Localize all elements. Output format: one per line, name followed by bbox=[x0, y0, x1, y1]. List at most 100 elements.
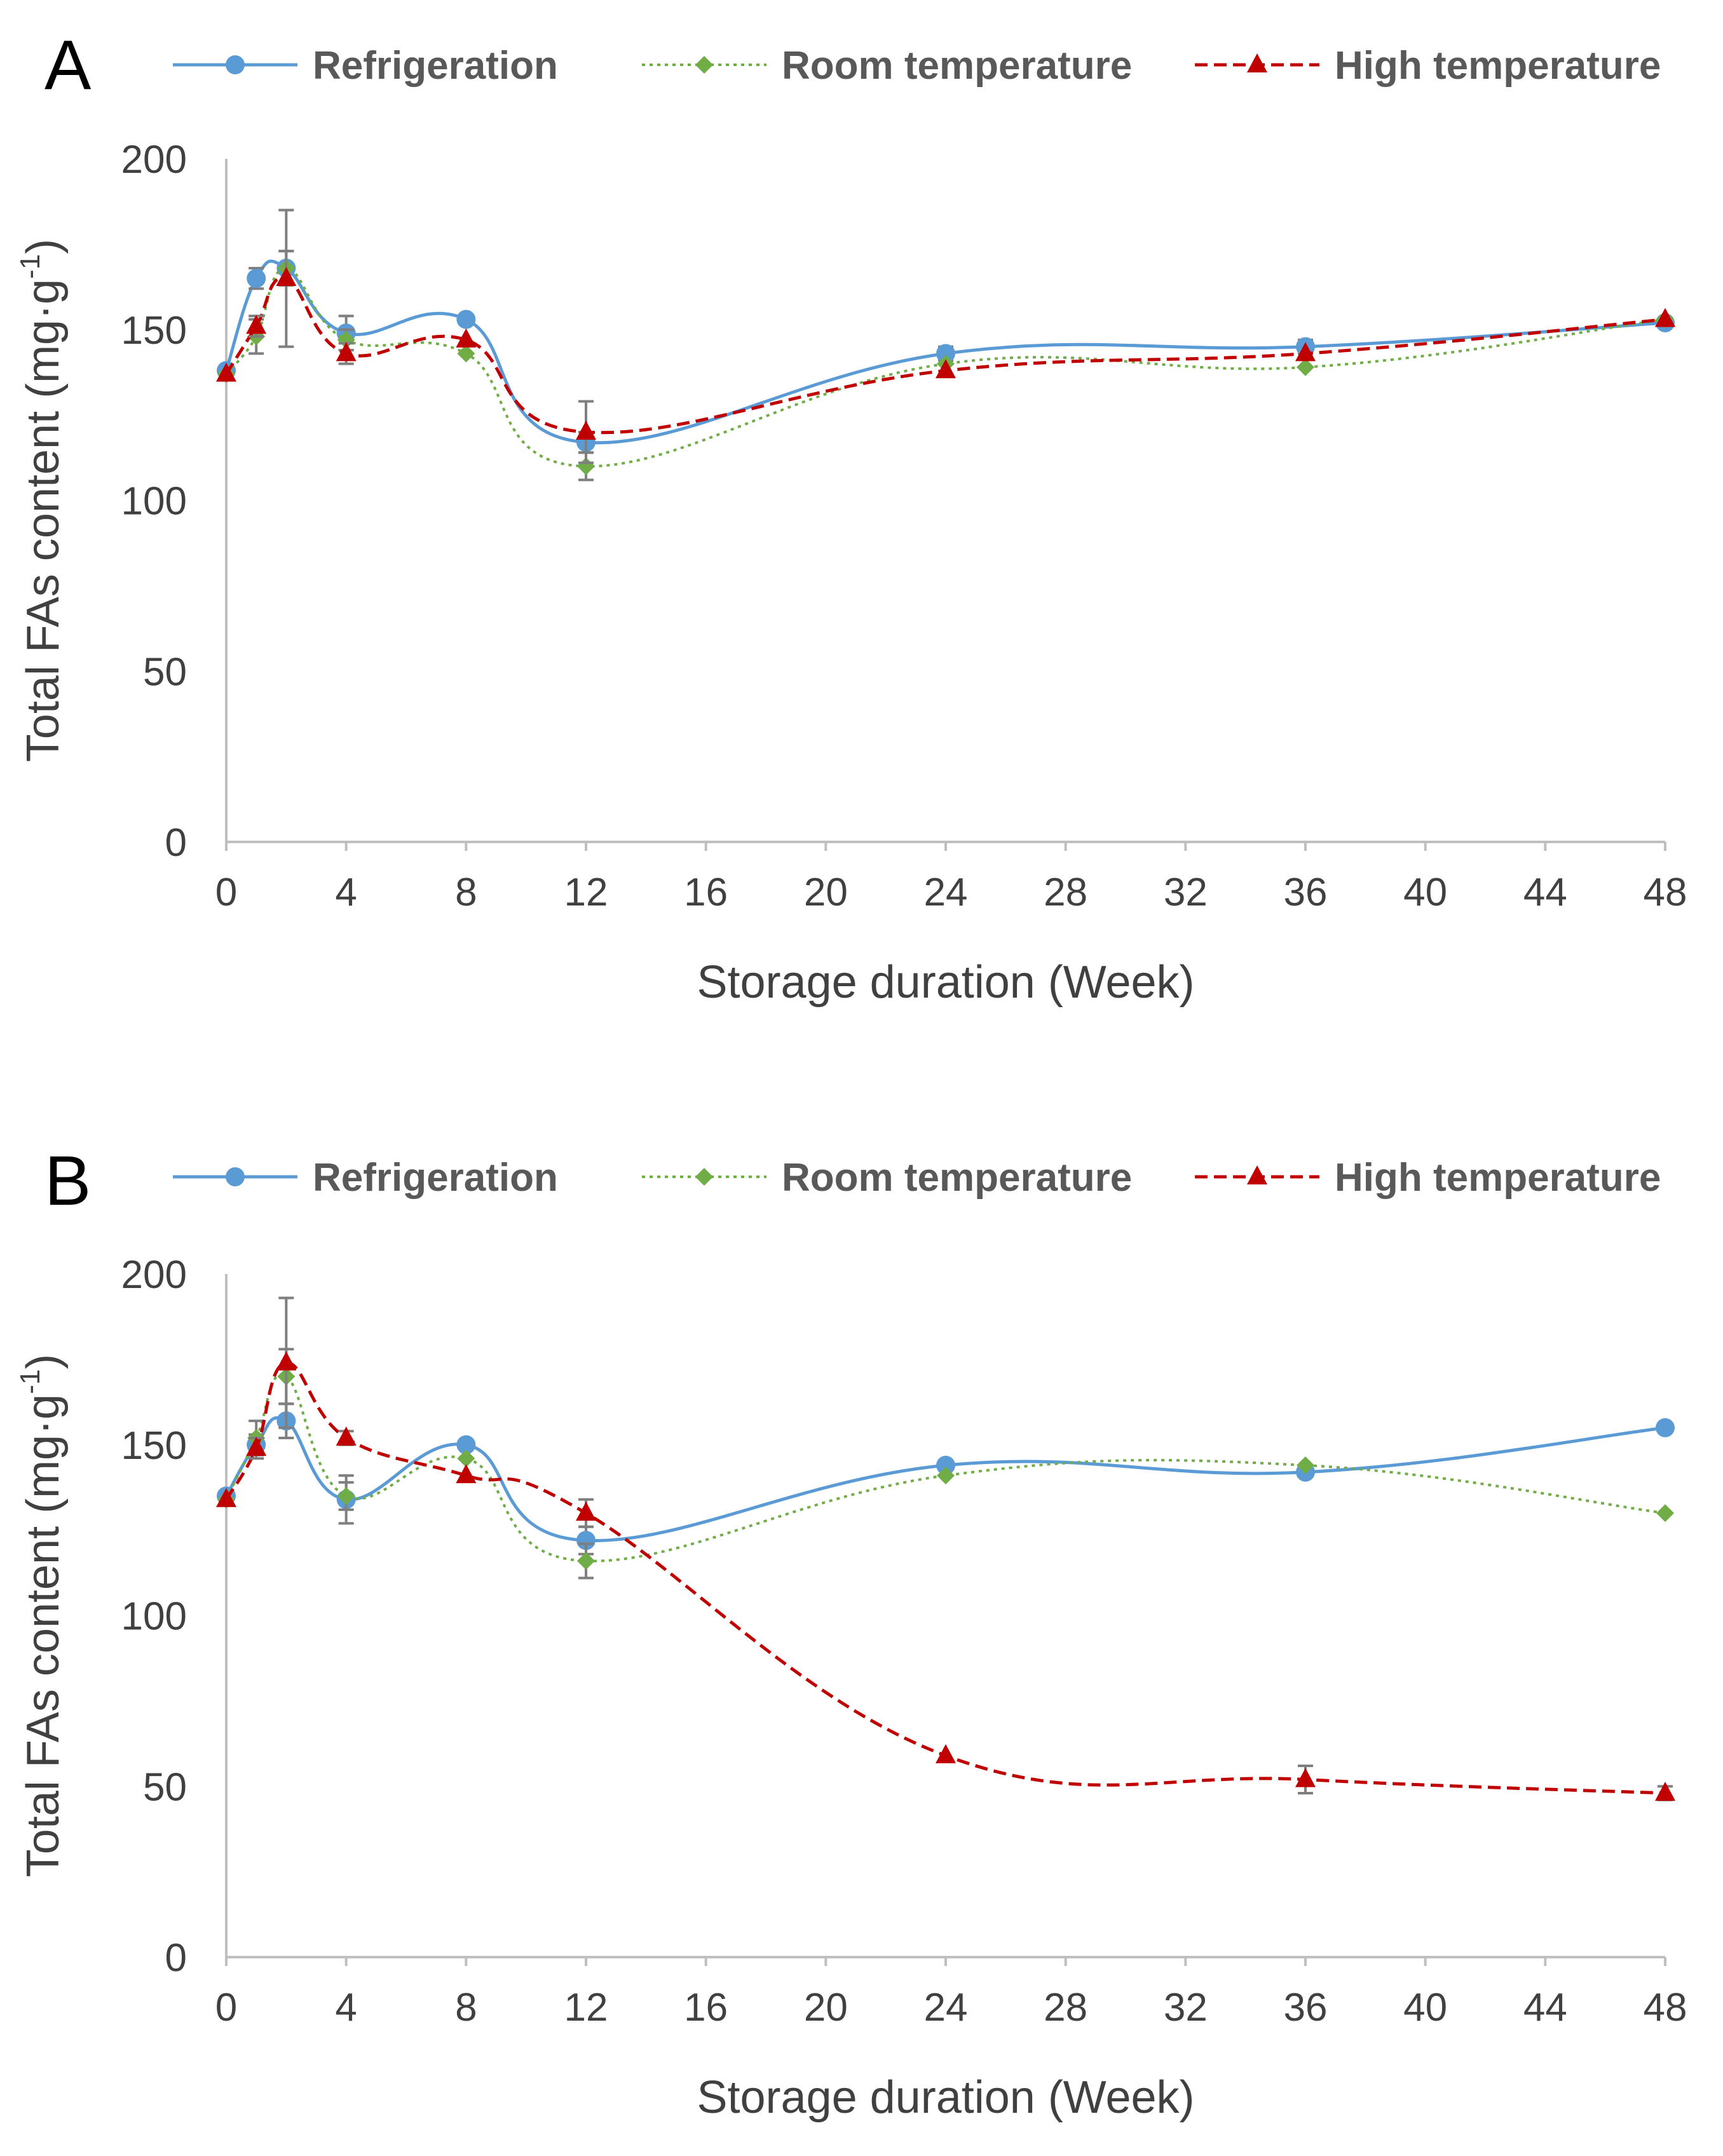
series-high-temperature bbox=[216, 208, 1675, 464]
x-tick-label: 16 bbox=[684, 1986, 728, 2030]
data-point bbox=[276, 267, 297, 287]
panel-a: A Refrigeration Room temperature High temp… bbox=[15, 26, 1687, 1008]
series-refrigeration bbox=[217, 250, 1675, 454]
y-tick-label: 50 bbox=[143, 650, 187, 694]
data-point bbox=[457, 344, 475, 363]
data-point bbox=[216, 1488, 236, 1507]
y-axis-title: Total FAs content (mg·g-1) bbox=[15, 239, 69, 762]
y-axis-title-sup: -1 bbox=[15, 1369, 46, 1394]
y-tick-label: 50 bbox=[143, 1765, 187, 1809]
series-high-temperature bbox=[216, 1296, 1675, 1801]
legend-a: Refrigeration Room temperature High temper… bbox=[173, 44, 1661, 88]
data-point bbox=[456, 309, 476, 329]
x-tick-label: 20 bbox=[804, 1986, 848, 2030]
data-point bbox=[246, 315, 267, 334]
x-tick-label: 24 bbox=[924, 1986, 968, 2030]
legend-item: Room temperature bbox=[642, 44, 1132, 88]
x-tick-label: 12 bbox=[564, 1986, 608, 2030]
legend-item: High temperature bbox=[1195, 1156, 1661, 1200]
x-tick-label: 40 bbox=[1403, 871, 1447, 914]
panel-label-b: B bbox=[44, 1142, 91, 1220]
panel-b: B Refrigeration Room temperature High temp… bbox=[15, 1142, 1687, 2123]
series-layer-a bbox=[216, 208, 1675, 482]
panel-label-a: A bbox=[44, 26, 92, 104]
y-axis-title-main: Total FAs content (mg·g bbox=[18, 1394, 69, 1877]
data-point bbox=[246, 1437, 267, 1456]
data-point bbox=[456, 328, 477, 348]
legend-swatch-marker bbox=[1247, 1165, 1267, 1184]
x-tick-label: 44 bbox=[1523, 1986, 1567, 2030]
x-tick-label: 4 bbox=[335, 1986, 357, 2030]
x-tick-label: 0 bbox=[215, 871, 237, 914]
y-tick-label: 200 bbox=[121, 1253, 187, 1297]
data-point bbox=[1655, 308, 1675, 327]
legend-item: Refrigeration bbox=[173, 44, 558, 88]
y-tick-label: 150 bbox=[121, 1424, 187, 1468]
y-tick-label: 0 bbox=[165, 1936, 187, 1980]
data-point bbox=[576, 1531, 596, 1550]
series-layer-b bbox=[216, 1296, 1675, 1801]
legend-label: Room temperature bbox=[782, 44, 1132, 88]
data-point bbox=[456, 1435, 476, 1454]
y-axis-title-sup: -1 bbox=[15, 254, 46, 279]
x-tick-label: 20 bbox=[804, 871, 848, 914]
x-tick-label: 44 bbox=[1523, 871, 1567, 914]
data-point bbox=[577, 1552, 595, 1570]
legend-swatch-marker bbox=[695, 56, 713, 74]
legend-swatch-marker bbox=[226, 1167, 245, 1186]
data-point bbox=[1656, 1504, 1674, 1522]
x-tick-label: 48 bbox=[1644, 871, 1687, 914]
x-tick-label: 32 bbox=[1164, 871, 1208, 914]
data-point bbox=[1297, 358, 1314, 376]
x-tick-label: 4 bbox=[335, 871, 357, 914]
data-point bbox=[937, 1467, 955, 1485]
x-tick-label: 32 bbox=[1164, 1986, 1208, 2030]
x-tick-label: 40 bbox=[1403, 1986, 1447, 2030]
data-point bbox=[576, 421, 596, 440]
data-point bbox=[336, 342, 357, 362]
x-axis-title: Storage duration (Week) bbox=[697, 957, 1194, 1008]
data-point bbox=[936, 344, 955, 363]
y-tick-label: 100 bbox=[121, 480, 187, 524]
series-line bbox=[224, 1361, 1666, 1795]
x-tick-label: 8 bbox=[455, 871, 477, 914]
data-point bbox=[336, 1427, 357, 1446]
legend-label: High temperature bbox=[1335, 44, 1661, 88]
y-axis-title-close: ) bbox=[18, 239, 69, 254]
x-tick-label: 12 bbox=[564, 871, 608, 914]
legend-label: High temperature bbox=[1335, 1156, 1661, 1200]
data-point bbox=[936, 1744, 956, 1763]
legend-swatch-marker bbox=[1247, 53, 1267, 72]
x-tick-label: 16 bbox=[684, 871, 728, 914]
data-point bbox=[1295, 342, 1316, 362]
legend-swatch-marker bbox=[695, 1168, 713, 1186]
series-line bbox=[225, 1373, 1666, 1563]
data-point bbox=[576, 1502, 596, 1521]
data-point bbox=[337, 1487, 355, 1505]
x-tick-label: 48 bbox=[1644, 1986, 1687, 2030]
legend-item: Refrigeration bbox=[173, 1156, 558, 1200]
data-point bbox=[1297, 1456, 1314, 1474]
x-tick-label: 24 bbox=[924, 871, 968, 914]
x-tick-label: 36 bbox=[1284, 871, 1328, 914]
data-point bbox=[1656, 1418, 1675, 1437]
y-axis-title: Total FAs content (mg·g-1) bbox=[15, 1354, 69, 1877]
data-point bbox=[457, 1449, 475, 1468]
data-point bbox=[276, 1351, 297, 1371]
y-axis-title-main: Total FAs content (mg·g bbox=[18, 279, 69, 762]
data-point bbox=[247, 269, 266, 288]
legend-label: Refrigeration bbox=[313, 1156, 558, 1200]
data-point bbox=[216, 362, 236, 382]
legend-b: Refrigeration Room temperature High temper… bbox=[173, 1156, 1661, 1200]
y-axis-title-close: ) bbox=[18, 1354, 69, 1369]
x-tick-label: 28 bbox=[1044, 1986, 1087, 2030]
y-tick-label: 200 bbox=[121, 138, 187, 182]
data-point bbox=[456, 1464, 477, 1484]
data-point bbox=[936, 1456, 955, 1475]
data-point bbox=[936, 359, 956, 379]
x-tick-label: 0 bbox=[215, 1986, 237, 2030]
y-tick-label: 0 bbox=[165, 821, 187, 865]
